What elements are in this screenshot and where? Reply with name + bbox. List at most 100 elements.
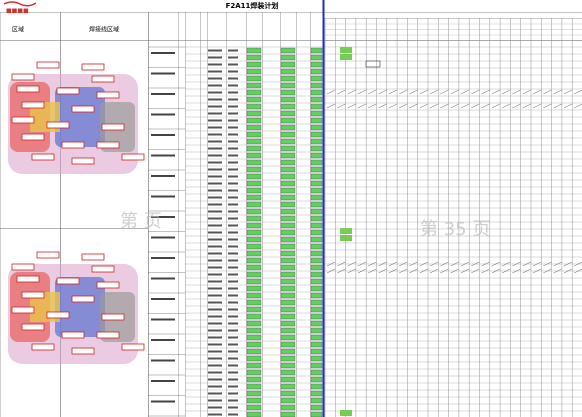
status-cell [280, 411, 296, 417]
hatch [532, 89, 542, 95]
callout [81, 253, 105, 261]
station-text [151, 236, 175, 239]
hatch [502, 261, 511, 267]
station-text [151, 359, 175, 362]
hatch [378, 103, 387, 109]
status-cell [310, 278, 323, 285]
hatch [357, 268, 366, 274]
status-cell [246, 159, 262, 166]
callout [61, 141, 85, 149]
hatch [419, 103, 428, 109]
status-cell [310, 222, 323, 229]
hatch [440, 261, 449, 267]
cell-text [208, 273, 222, 276]
hatch [337, 103, 346, 109]
hatch [502, 268, 511, 274]
status-cell [280, 376, 296, 383]
status-cell [310, 47, 323, 54]
status-cell [246, 348, 262, 355]
station-text [151, 72, 175, 75]
status-cell [310, 271, 323, 278]
status-cell [246, 47, 262, 54]
status-cell [246, 54, 262, 61]
callout [11, 306, 35, 314]
cell-text [208, 63, 222, 66]
car-part [55, 87, 105, 147]
status-cell [280, 89, 296, 96]
cell-text [228, 245, 238, 248]
cell-text [208, 210, 222, 213]
status-cell [280, 103, 296, 110]
status-cell [280, 362, 296, 369]
hatch [532, 268, 542, 274]
cell-text [228, 287, 238, 290]
status-cell [246, 271, 262, 278]
hatch [399, 261, 408, 267]
cell-text [208, 336, 222, 339]
status-cell [280, 313, 296, 320]
cell-text [228, 238, 238, 241]
cell-text [228, 406, 238, 409]
hatch [378, 89, 387, 95]
status-cell [310, 208, 323, 215]
cell-text [228, 196, 238, 199]
cell-text [208, 119, 222, 122]
status-cell [310, 138, 323, 145]
cell-text [208, 189, 222, 192]
cell-text [228, 189, 238, 192]
cell-text [228, 91, 238, 94]
station-text [151, 339, 175, 341]
cell-text [208, 49, 222, 52]
hatch [481, 261, 490, 267]
callout [71, 105, 95, 113]
hatch [481, 268, 490, 274]
status-cell [280, 124, 296, 131]
hatch [450, 89, 459, 95]
hatch [440, 89, 449, 95]
plan-cell [340, 228, 352, 234]
status-cell [246, 173, 262, 180]
hatch [574, 89, 582, 95]
hatch [522, 268, 531, 274]
cell-text [228, 126, 238, 129]
status-cell [280, 194, 296, 201]
callout [21, 291, 45, 299]
hatch [543, 261, 552, 267]
cell-text [208, 294, 222, 297]
callout [96, 141, 120, 149]
status-cell [310, 306, 323, 313]
station-text [151, 154, 175, 157]
hatch [512, 268, 521, 274]
status-cell [280, 75, 296, 82]
status-cell [246, 404, 262, 411]
status-cell [280, 47, 296, 54]
cell-text [228, 203, 238, 206]
cell-text [208, 378, 222, 381]
hatch [368, 268, 377, 274]
status-cell [280, 201, 296, 208]
status-cell [280, 390, 296, 397]
callout [11, 116, 35, 124]
cell-text [228, 294, 238, 297]
hatch [429, 268, 439, 274]
callout [96, 91, 120, 99]
callout [91, 265, 115, 273]
status-cell [310, 194, 323, 201]
cell-text [208, 56, 222, 59]
cell-text [228, 119, 238, 122]
status-cell [246, 285, 262, 292]
cell-text [228, 98, 238, 101]
cell-text [228, 364, 238, 367]
status-cell [310, 264, 323, 271]
hatch [543, 103, 552, 109]
cell-text [208, 70, 222, 73]
plan-cell [340, 235, 352, 241]
callout [11, 263, 35, 271]
station-text [151, 380, 175, 382]
status-cell [246, 96, 262, 103]
status-cell [280, 257, 296, 264]
cell-text [208, 266, 222, 269]
hatch [347, 103, 356, 109]
callout [101, 123, 125, 131]
hatch [543, 268, 552, 274]
